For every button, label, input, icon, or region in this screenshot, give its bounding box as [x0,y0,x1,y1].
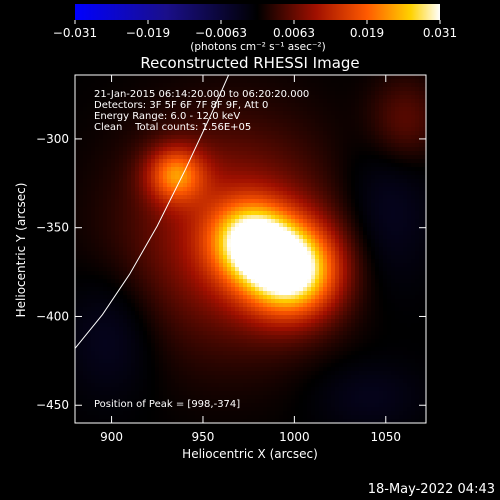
colorbar: −0.031 −0.019 −0.0063 0.0063 0.019 0.031 (pho… [53,4,457,53]
x-tick-label: 950 [192,430,215,444]
plot-area: 900 950 1000 1050 −300 −350 −400 −450 21-Jan-2… [36,74,427,444]
y-axis: −300 −350 −400 −450 [36,132,426,412]
colorbar-unit-label: (photons cm⁻² s⁻¹ asec⁻²) [190,41,325,53]
y-axis-title: Heliocentric Y (arcsec) [14,183,28,318]
colorbar-tick-label: 0.019 [350,26,384,40]
plot-title: Reconstructed RHESSI Image [140,54,359,72]
y-tick-label: −400 [36,309,69,323]
colorbar-tick-label: 0.031 [423,26,457,40]
x-axis: 900 950 1000 1050 [100,75,401,444]
annotation-clean-counts: Clean Total counts: 1.56E+05 [94,122,251,133]
colorbar-gradient [75,4,440,20]
y-tick-label: −350 [36,221,69,235]
colorbar-tick-label: −0.019 [126,26,170,40]
annotation-detectors: Detectors: 3F 5F 6F 7F 8F 9F, Att 0 [94,100,268,111]
x-tick-label: 1050 [371,430,402,444]
x-tick-label: 1000 [279,430,310,444]
heatmap-image [75,75,426,423]
annotation-peak-position: Position of Peak = [998,-374] [94,399,240,410]
colorbar-ticks: −0.031 −0.019 −0.0063 0.0063 0.019 0.031 [53,20,457,40]
x-axis-title: Heliocentric X (arcsec) [182,447,318,461]
x-tick-label: 900 [100,430,123,444]
y-tick-label: −300 [36,132,69,146]
timestamp: 18-May-2022 04:43 [368,482,495,497]
solar-limb-curve [75,75,230,349]
annotation-energy-range: Energy Range: 6.0 - 12.0 keV [94,111,240,122]
colorbar-tick-label: 0.0063 [273,26,315,40]
colorbar-tick-label: −0.0063 [195,26,247,40]
y-tick-label: −450 [36,398,69,412]
plot-frame [74,74,427,424]
annotation-time-range: 21-Jan-2015 06:14:20.000 to 06:20:20.000 [94,89,309,100]
colorbar-tick-label: −0.031 [53,26,97,40]
